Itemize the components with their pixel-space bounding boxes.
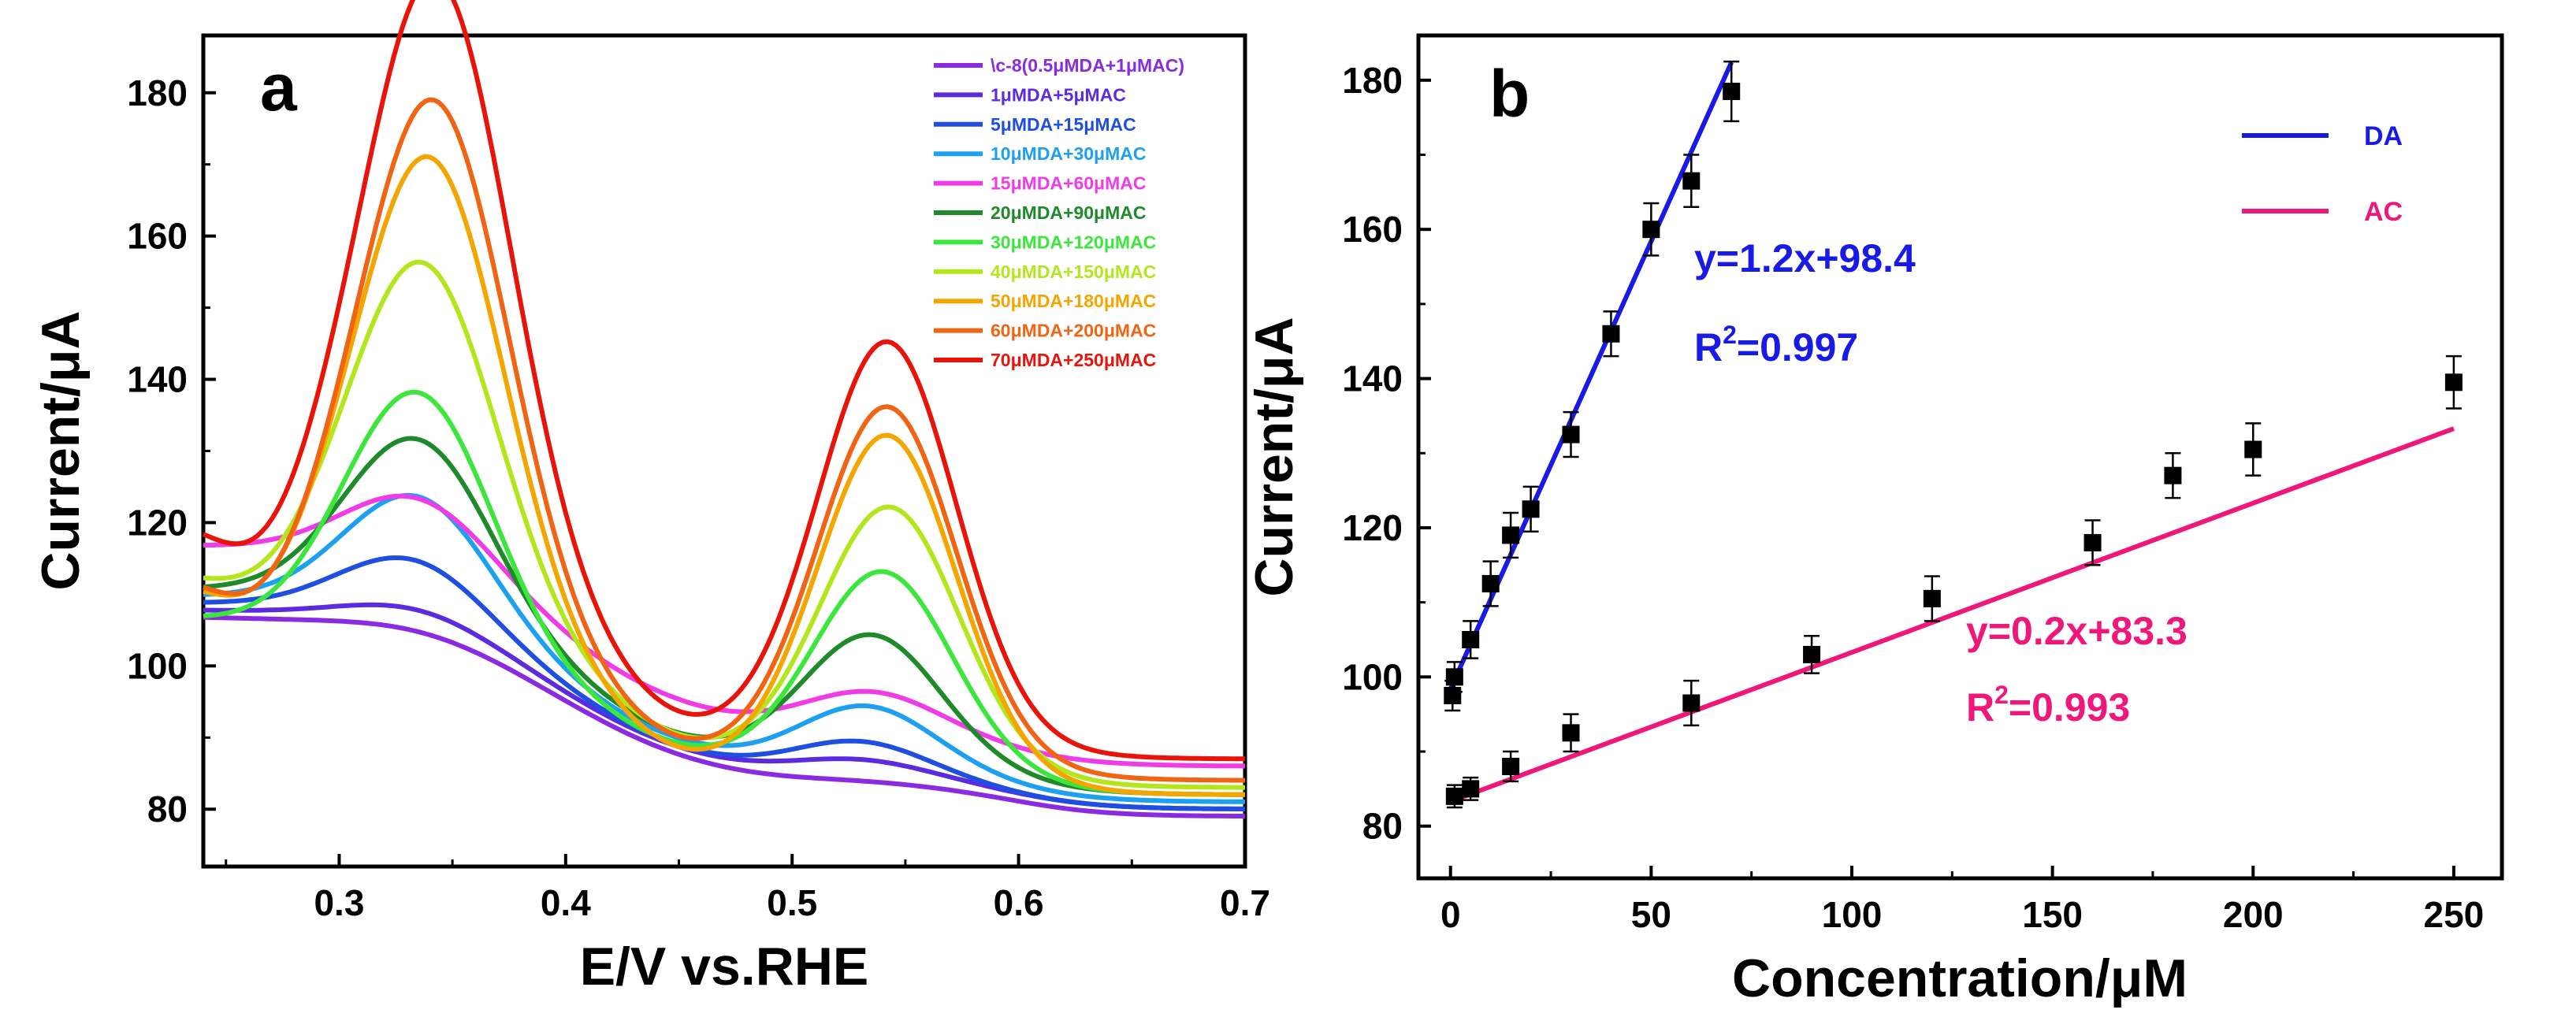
panel-b-x-tick-label: 150 [2022, 894, 2083, 935]
panel-b-y-tick-label: 180 [1342, 60, 1403, 101]
ac-data-point [1923, 589, 1941, 607]
panel-a-legend-label-8: 40μMDA+150μMAC [991, 262, 1156, 282]
panel-a-y-axis-label: Current/μA [31, 310, 91, 590]
ac-data-point [1562, 724, 1580, 742]
da-data-point [1562, 425, 1580, 443]
da-legend-label: DA [2364, 121, 2403, 151]
panel-b-y-tick-label: 120 [1342, 507, 1403, 548]
panel-b: 0 50 100 150 200 250 80 100 120 140 160 180 DA AC b… [1244, 33, 2504, 1008]
panel-b-x-axis-label: Concentration/μM [1732, 948, 2188, 1008]
ac-r-squared: R2=0.993 [1966, 681, 2130, 729]
ac-fit-line [1449, 426, 2455, 804]
da-r2-superscript: 2 [1723, 321, 1737, 349]
panel-a-curve-3 [203, 555, 1246, 811]
da-data-point [1682, 172, 1701, 190]
ac-data-point [2244, 440, 2262, 458]
panel-a-legend-label-3: 5μMDA+15μMAC [991, 114, 1136, 135]
panel-b-plot-frame [1416, 33, 2504, 881]
panel-a-legend-label-9: 50μMDA+180μMAC [991, 291, 1156, 311]
panel-a-y-tick-label: 160 [127, 216, 188, 257]
da-data-point [1445, 668, 1463, 686]
panel-a-legend-label-5: 15μMDA+60μMAC [991, 173, 1147, 194]
panel-a-x-tick-label: 0.4 [541, 882, 591, 923]
da-data-point [1602, 325, 1620, 343]
da-data-point [1642, 221, 1660, 239]
panel-a: 0.3 0.4 0.5 0.6 0.7 80 100 120 140 160 180 \c-8(0… [31, 0, 1270, 996]
panel-b-x-tick-label: 100 [1822, 894, 1883, 935]
panel-a-curve-4 [203, 492, 1246, 804]
panel-a-y-tick-label: 140 [127, 359, 188, 400]
ac-legend-label: AC [2364, 197, 2403, 227]
ac-data-point [1682, 694, 1701, 712]
panel-b-y-tick-label: 80 [1362, 806, 1403, 847]
da-r2-value: =0.997 [1737, 325, 1858, 369]
panel-b-x-tick-label: 0 [1440, 894, 1461, 935]
da-data-point [1502, 526, 1520, 544]
da-r-squared: R2=0.997 [1694, 321, 1858, 369]
panel-a-x-axis-label: E/V vs.RHE [580, 937, 869, 996]
ac-r2-prefix: R [1966, 685, 1994, 729]
panel-a-x-tick-label: 0.6 [994, 882, 1044, 923]
ac-data-point [1803, 645, 1821, 663]
da-data-point [1723, 83, 1741, 101]
panel-a-legend-label-11: 70μMDA+250μMAC [991, 350, 1156, 370]
panel-b-x-tick-label: 200 [2223, 894, 2284, 935]
panel-b-x-tick-label: 250 [2424, 894, 2485, 935]
panel-a-x-tick-label: 0.3 [314, 882, 364, 923]
panel-a-curve-9 [203, 154, 1246, 797]
panel-b-y-tick-label: 140 [1342, 358, 1403, 399]
panel-b-y-axis-label: Current/μA [1244, 317, 1304, 596]
da-fit-line [1448, 61, 1734, 690]
ac-data-point [2444, 373, 2463, 392]
panel-a-legend-label-6: 20μMDA+90μMAC [991, 202, 1147, 223]
panel-a-letter: a [260, 50, 298, 124]
panel-a-curve-8 [203, 259, 1246, 790]
panel-a-y-tick-label: 80 [147, 789, 188, 829]
panel-a-y-tick-label: 120 [127, 502, 188, 543]
ac-r2-superscript: 2 [1994, 681, 2009, 709]
da-fit-equation: y=1.2x+98.4 [1694, 236, 1916, 280]
da-data-point [1481, 574, 1500, 592]
da-data-point [1444, 687, 1462, 705]
panel-b-x-tick-label: 50 [1631, 894, 1671, 935]
da-data-point [1462, 630, 1480, 648]
ac-data-point [2083, 533, 2102, 551]
panel-a-legend-label-1: \c-8(0.5μMDA+1μMAC) [991, 55, 1184, 76]
panel-a-x-tick-label: 0.7 [1220, 882, 1270, 923]
panel-a-curve-1 [203, 614, 1246, 819]
ac-fit-equation: y=0.2x+83.3 [1966, 609, 2188, 653]
ac-data-point [1445, 787, 1463, 805]
panel-a-curve-11 [202, 0, 1245, 762]
panel-a-y-tick-label: 180 [127, 72, 188, 113]
panel-b-y-tick-label: 160 [1342, 209, 1403, 250]
panel-b-y-tick-label: 100 [1342, 656, 1403, 697]
panel-b-letter: b [1489, 57, 1530, 131]
panel-a-legend-label-2: 1μMDA+5μMAC [991, 84, 1126, 105]
ac-r2-value: =0.993 [2009, 685, 2130, 729]
ac-data-point [2164, 466, 2182, 484]
panel-a-curve-5 [203, 493, 1245, 769]
panel-a-curve-10 [203, 97, 1246, 783]
panel-a-legend-label-4: 10μMDA+30μMAC [991, 143, 1147, 164]
da-data-point [1522, 500, 1540, 518]
da-r2-prefix: R [1694, 325, 1723, 369]
ac-data-point [1502, 757, 1520, 775]
ac-data-point [1462, 780, 1480, 798]
panel-a-legend-label-10: 60μMDA+200μMAC [991, 321, 1156, 341]
panel-a-legend-label-7: 30μMDA+120μMAC [991, 232, 1156, 252]
panel-a-y-tick-label: 100 [127, 645, 188, 686]
panel-a-x-tick-label: 0.5 [767, 882, 817, 923]
